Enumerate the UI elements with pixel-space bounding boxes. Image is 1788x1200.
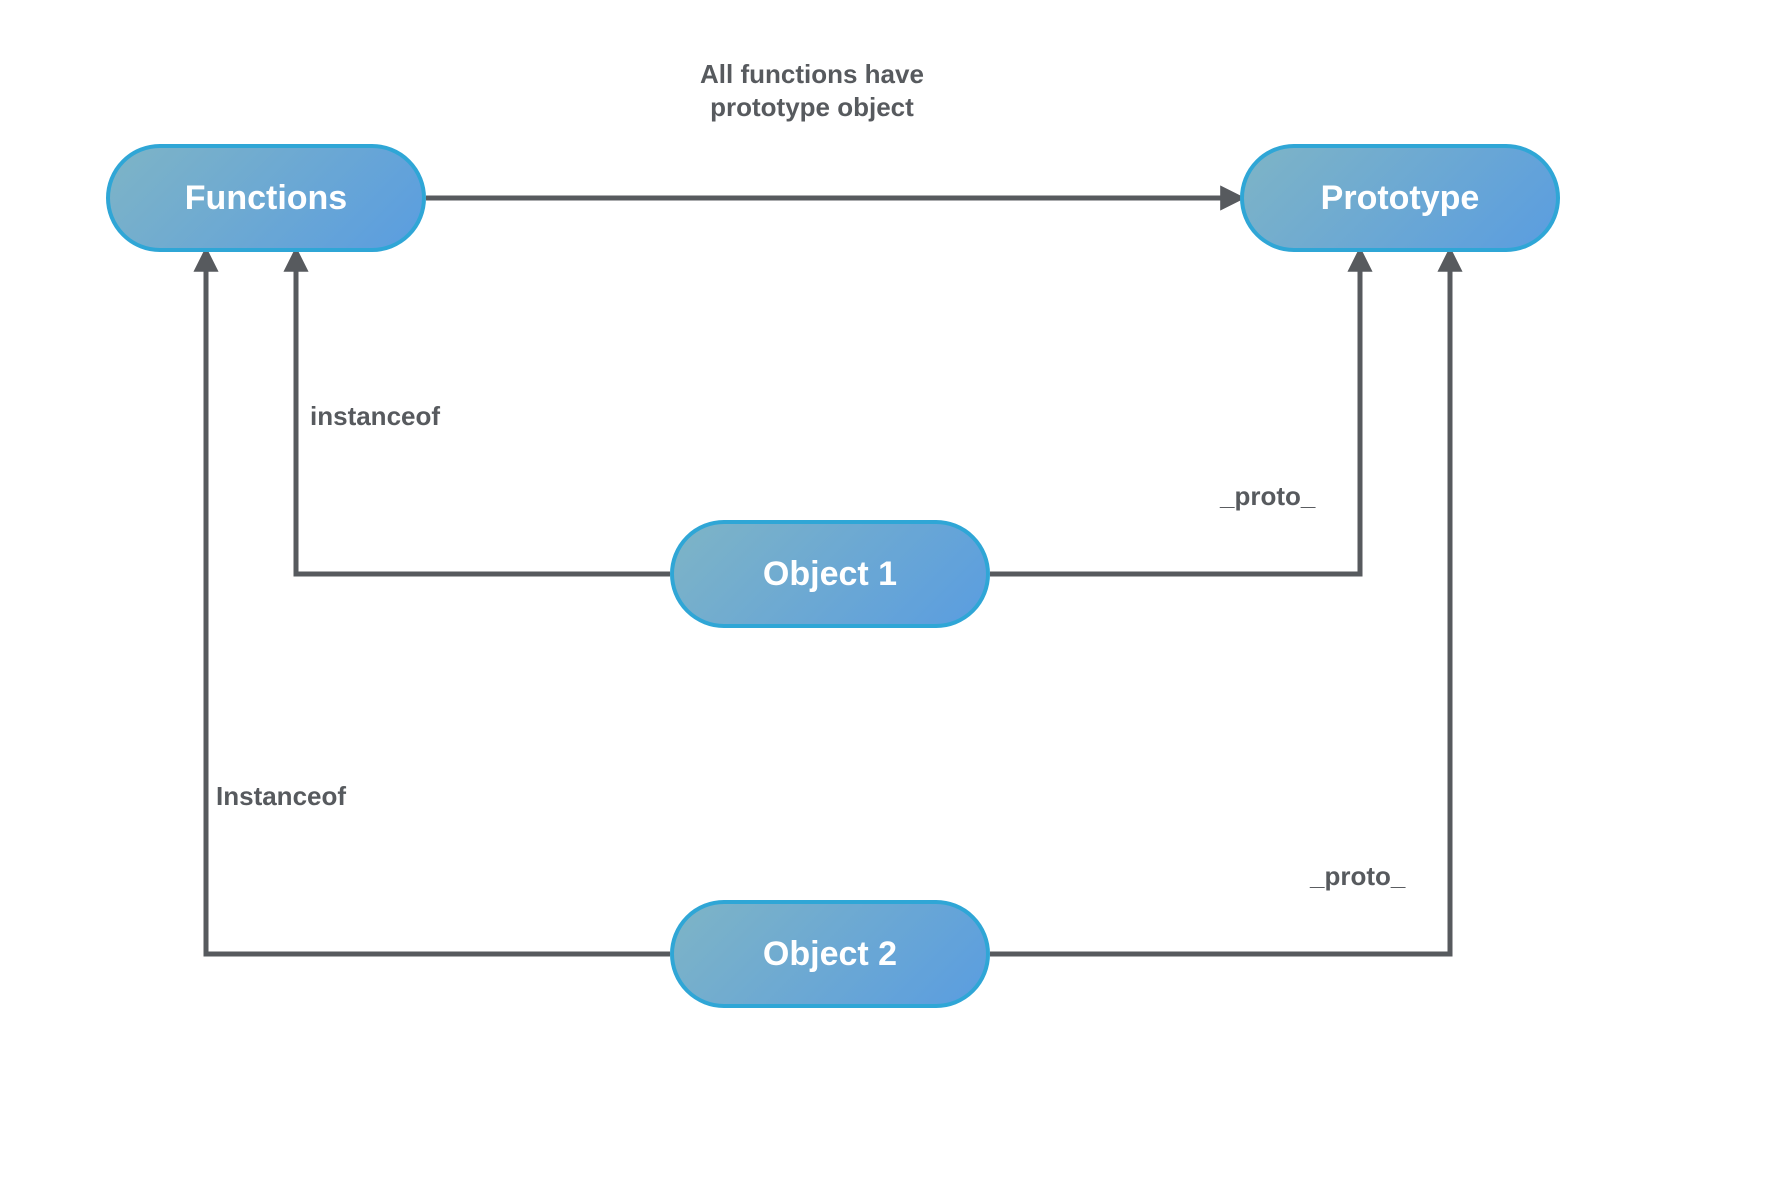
node-label-object1: Object 1 bbox=[763, 555, 897, 594]
edge-label-fn-to-proto: All functions have prototype object bbox=[700, 58, 924, 123]
node-label-functions: Functions bbox=[185, 179, 347, 218]
diagram-canvas: Functions Prototype Object 1 Object 2 All fu… bbox=[0, 0, 1788, 1200]
edge-label-obj2-instanceof: Instanceof bbox=[216, 780, 346, 813]
node-object1: Object 1 bbox=[670, 520, 990, 628]
node-label-object2: Object 2 bbox=[763, 935, 897, 974]
node-label-prototype: Prototype bbox=[1321, 179, 1480, 218]
edge-obj2-instanceof bbox=[206, 252, 670, 954]
edge-obj2-proto bbox=[990, 252, 1450, 954]
node-prototype: Prototype bbox=[1240, 144, 1560, 252]
edge-label-obj2-proto: _proto_ bbox=[1310, 860, 1405, 893]
edge-label-obj1-proto: _proto_ bbox=[1220, 480, 1315, 513]
node-object2: Object 2 bbox=[670, 900, 990, 1008]
node-functions: Functions bbox=[106, 144, 426, 252]
edge-obj1-proto bbox=[990, 252, 1360, 574]
edge-label-obj1-instanceof: instanceof bbox=[310, 400, 440, 433]
